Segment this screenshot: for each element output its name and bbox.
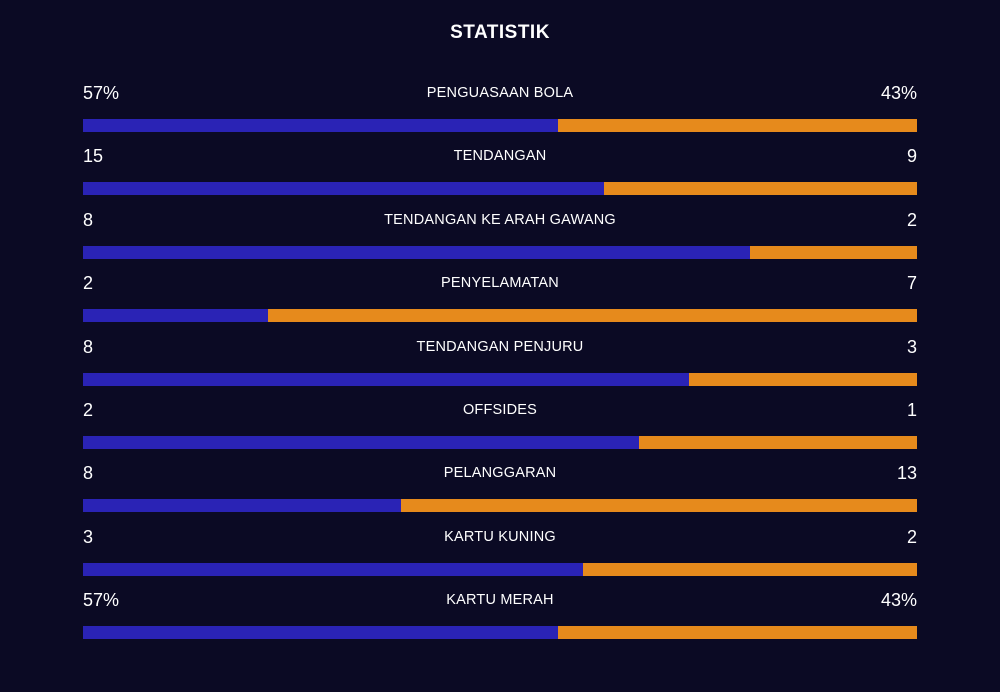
stat-label: OFFSIDES	[462, 401, 538, 418]
away-bar-fill	[400, 499, 917, 513]
comparison-bar	[83, 499, 917, 513]
stat-row: 57% PENGUASAAN BOLA 43%	[83, 80, 917, 143]
away-value: 2	[906, 526, 917, 547]
home-bar-fill	[83, 182, 605, 196]
home-bar-fill	[83, 309, 269, 323]
home-bar-fill	[83, 562, 584, 576]
stat-label: PENYELAMATAN	[441, 275, 559, 292]
stat-label: PELANGGARAN	[443, 465, 557, 482]
away-value: 7	[906, 273, 917, 294]
away-value: 3	[906, 336, 917, 357]
stat-label: TENDANGAN	[453, 148, 547, 165]
away-bar-fill	[268, 309, 917, 323]
away-bar-fill	[604, 182, 917, 196]
away-bar-fill	[583, 562, 917, 576]
stat-row: 8 PELANGGARAN 13	[83, 460, 917, 523]
away-bar-fill	[558, 119, 917, 132]
away-value: 2	[906, 209, 917, 230]
home-bar-fill	[83, 435, 640, 449]
stat-row: 15 TENDANGAN 9	[83, 143, 917, 206]
home-bar-fill	[83, 119, 559, 132]
home-bar-fill	[83, 499, 401, 513]
away-value: 9	[906, 146, 917, 167]
home-bar-fill	[83, 245, 751, 259]
stat-row: 3 KARTU KUNING 2	[83, 524, 917, 587]
stat-header: 8 TENDANGAN PENJURU 3	[83, 334, 917, 372]
comparison-bar	[83, 626, 917, 640]
stat-row: 2 PENYELAMATAN 7	[83, 270, 917, 333]
comparison-bar	[83, 309, 917, 323]
stat-header: 15 TENDANGAN 9	[83, 143, 917, 181]
stat-label: TENDANGAN PENJURU	[416, 338, 584, 355]
stat-row: 2 OFFSIDES 1	[83, 397, 917, 460]
stat-header: 3 KARTU KUNING 2	[83, 524, 917, 562]
stats-list: 57% PENGUASAAN BOLA 43% 15 TENDANGAN 9	[83, 80, 917, 651]
stat-header: 8 PELANGGARAN 13	[83, 460, 917, 498]
home-value: 8	[83, 209, 94, 230]
comparison-bar	[83, 372, 917, 386]
comparison-bar	[83, 435, 917, 449]
stat-header: 8 TENDANGAN KE ARAH GAWANG 2	[83, 207, 917, 245]
away-bar-fill	[689, 372, 917, 386]
stat-row: 57% KARTU MERAH 43%	[83, 587, 917, 650]
away-bar-fill	[750, 245, 917, 259]
home-value: 2	[83, 399, 94, 420]
away-value: 43%	[880, 83, 917, 103]
stat-header: 2 PENYELAMATAN 7	[83, 270, 917, 308]
stat-row: 8 TENDANGAN KE ARAH GAWANG 2	[83, 207, 917, 270]
stat-row: 8 TENDANGAN PENJURU 3	[83, 334, 917, 397]
away-bar-fill	[558, 626, 917, 640]
home-value: 57%	[83, 83, 120, 103]
comparison-bar	[83, 562, 917, 576]
home-value: 8	[83, 463, 94, 484]
comparison-bar	[83, 245, 917, 259]
comparison-bar	[83, 119, 917, 132]
home-value: 8	[83, 336, 94, 357]
page-title: STATISTIK	[450, 22, 550, 43]
away-bar-fill	[639, 435, 917, 449]
away-value: 1	[906, 399, 917, 420]
stat-label: KARTU MERAH	[446, 592, 554, 609]
away-value: 43%	[880, 590, 917, 611]
comparison-bar	[83, 182, 917, 196]
home-value: 2	[83, 273, 94, 294]
home-bar-fill	[83, 372, 690, 386]
home-value: 57%	[83, 590, 120, 611]
home-value: 15	[83, 146, 104, 167]
stat-label: TENDANGAN KE ARAH GAWANG	[384, 211, 616, 228]
home-value: 3	[83, 526, 94, 547]
away-value: 13	[896, 463, 917, 484]
stat-label: PENGUASAAN BOLA	[426, 85, 574, 101]
stat-header: 2 OFFSIDES 1	[83, 397, 917, 435]
home-bar-fill	[83, 626, 559, 640]
stat-label: KARTU KUNING	[444, 528, 556, 545]
stat-header: 57% PENGUASAAN BOLA 43%	[83, 80, 917, 118]
stat-header: 57% KARTU MERAH 43%	[83, 587, 917, 625]
